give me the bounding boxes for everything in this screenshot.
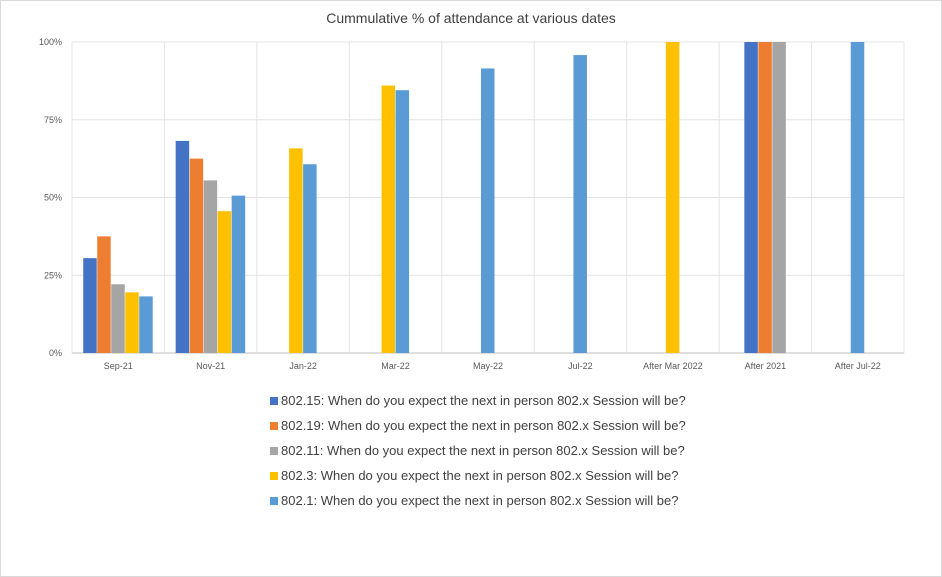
- bar: [217, 211, 232, 353]
- bar: [125, 292, 139, 353]
- bar: [744, 42, 758, 353]
- x-tick-label: Sep-21: [104, 361, 133, 371]
- y-tick-label: 100%: [39, 37, 62, 47]
- legend-label: 802.1: When do you expect the next in pe…: [281, 493, 679, 508]
- bar: [303, 164, 317, 353]
- x-tick-label: After Jul-22: [835, 361, 881, 371]
- bar: [665, 42, 680, 353]
- bar: [175, 140, 190, 353]
- legend-item: 802.19: When do you expect the next in p…: [270, 413, 686, 438]
- bar: [481, 68, 495, 353]
- bar: [850, 42, 865, 353]
- bar: [772, 42, 786, 353]
- x-tick-label: After 2021: [745, 361, 787, 371]
- y-tick-label: 0%: [49, 348, 62, 358]
- legend-swatch: [270, 421, 278, 430]
- x-tick-label: Mar-22: [381, 361, 410, 371]
- bar: [97, 236, 111, 353]
- legend-swatch: [270, 496, 278, 505]
- bar: [395, 90, 410, 353]
- bar: [83, 258, 97, 353]
- legend-item: 802.15: When do you expect the next in p…: [270, 388, 686, 413]
- legend-swatch: [270, 446, 278, 455]
- x-tick-label: Jan-22: [289, 361, 317, 371]
- legend-label: 802.11: When do you expect the next in p…: [281, 443, 685, 458]
- y-tick-label: 75%: [44, 115, 62, 125]
- x-tick-label: Nov-21: [196, 361, 225, 371]
- bar: [758, 42, 772, 353]
- legend-swatch: [270, 396, 278, 405]
- chart-legend: 802.15: When do you expect the next in p…: [270, 388, 686, 513]
- x-tick-label: After Mar 2022: [643, 361, 703, 371]
- legend-item: 802.1: When do you expect the next in pe…: [270, 488, 686, 513]
- x-tick-label: Jul-22: [568, 361, 593, 371]
- legend-item: 802.11: When do you expect the next in p…: [270, 438, 686, 463]
- bar: [573, 55, 587, 353]
- bar: [231, 195, 246, 353]
- x-tick-label: May-22: [473, 361, 503, 371]
- bar: [139, 296, 153, 353]
- bar: [289, 148, 303, 353]
- legend-label: 802.19: When do you expect the next in p…: [281, 418, 686, 433]
- legend-label: 802.3: When do you expect the next in pe…: [281, 468, 679, 483]
- legend-item: 802.3: When do you expect the next in pe…: [270, 463, 686, 488]
- bar: [189, 158, 204, 353]
- bar: [381, 85, 396, 353]
- legend-swatch: [270, 471, 278, 480]
- y-tick-label: 50%: [44, 193, 62, 203]
- bar: [111, 284, 125, 353]
- bar: [203, 180, 218, 353]
- legend-label: 802.15: When do you expect the next in p…: [281, 393, 686, 408]
- y-tick-label: 25%: [44, 270, 62, 280]
- chart-title: Cummulative % of attendance at various d…: [326, 10, 616, 26]
